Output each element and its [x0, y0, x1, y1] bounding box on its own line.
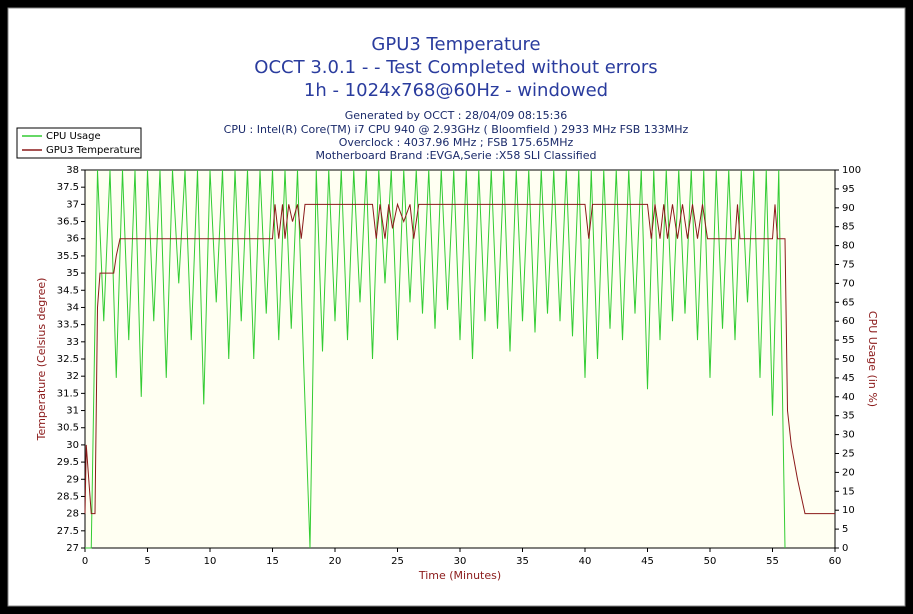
subtitle: OCCT 3.0.1 - - Test Completed without er…: [254, 57, 657, 78]
y2-tick-label: 50: [842, 354, 855, 365]
x-tick-label: 0: [82, 556, 88, 567]
y2-tick-label: 35: [842, 411, 855, 422]
y2-tick-label: 30: [842, 430, 855, 441]
y2-tick-label: 40: [842, 392, 855, 403]
y-tick-label: 34.5: [57, 285, 79, 296]
subtitle: 1h - 1024x768@60Hz - windowed: [304, 80, 608, 101]
y-tick-label: 27.5: [57, 526, 79, 537]
x-tick-label: 15: [266, 556, 279, 567]
y-tick-label: 31.5: [57, 388, 79, 399]
y2-tick-label: 10: [842, 505, 855, 516]
y2-axis-label: CPU Usage (in %): [866, 311, 879, 407]
y2-tick-label: 0: [842, 543, 848, 554]
y-tick-label: 28.5: [57, 491, 79, 502]
y2-tick-label: 25: [842, 449, 855, 460]
x-tick-label: 50: [704, 556, 717, 567]
x-tick-label: 25: [391, 556, 404, 567]
chart-title: GPU3 Temperature: [371, 34, 540, 55]
x-tick-label: 10: [204, 556, 217, 567]
plot-area: [84, 169, 836, 549]
x-tick-label: 30: [454, 556, 467, 567]
y2-tick-label: 100: [842, 165, 861, 176]
y-tick-label: 33.5: [57, 320, 79, 331]
y-tick-label: 32.5: [57, 354, 79, 365]
x-tick-label: 60: [829, 556, 842, 567]
y-tick-label: 32: [66, 371, 79, 382]
y2-tick-label: 65: [842, 297, 855, 308]
x-tick-label: 40: [579, 556, 592, 567]
y-tick-label: 35.5: [57, 251, 79, 262]
y-tick-label: 36.5: [57, 217, 79, 228]
y-tick-label: 37.5: [57, 182, 79, 193]
info-line: Overclock : 4037.96 MHz ; FSB 175.65MHz: [339, 136, 574, 149]
y2-tick-label: 70: [842, 278, 855, 289]
y2-tick-label: 60: [842, 316, 855, 327]
y-tick-label: 36: [66, 234, 79, 245]
x-tick-label: 55: [766, 556, 779, 567]
legend-label: GPU3 Temperature: [46, 145, 140, 156]
y-tick-label: 38: [66, 165, 79, 176]
y-tick-label: 29.5: [57, 457, 79, 468]
y2-tick-label: 80: [842, 241, 855, 252]
info-line: Generated by OCCT : 28/04/09 08:15:36: [345, 109, 568, 122]
y2-tick-label: 75: [842, 260, 855, 271]
x-tick-label: 45: [641, 556, 654, 567]
y2-tick-label: 90: [842, 203, 855, 214]
y2-tick-label: 85: [842, 222, 855, 233]
y2-tick-label: 95: [842, 184, 855, 195]
legend-label: CPU Usage: [46, 131, 101, 142]
y-tick-label: 30: [66, 440, 79, 451]
y2-tick-label: 20: [842, 467, 855, 478]
legend: [16, 127, 142, 159]
series-line: [84, 202, 835, 515]
y2-tick-label: 55: [842, 335, 855, 346]
y-tick-label: 29: [66, 474, 79, 485]
series-line: [85, 169, 786, 549]
y-tick-label: 27: [66, 543, 79, 554]
x-tick-label: 5: [144, 556, 150, 567]
info-line: Motherboard Brand :EVGA,Serie :X58 SLI C…: [316, 149, 597, 162]
x-axis-label: Time (Minutes): [418, 569, 501, 582]
info-line: CPU : Intel(R) Core(TM) i7 CPU 940 @ 2.9…: [224, 123, 689, 136]
x-tick-label: 20: [329, 556, 342, 567]
y-tick-label: 34: [66, 302, 79, 313]
y-tick-label: 33: [66, 337, 79, 348]
y2-tick-label: 5: [842, 524, 848, 535]
y2-tick-label: 15: [842, 486, 855, 497]
y-tick-label: 30.5: [57, 423, 79, 434]
y-tick-label: 35: [66, 268, 79, 279]
y2-tick-label: 45: [842, 373, 855, 384]
y-tick-label: 37: [66, 199, 79, 210]
y-axis-label: Temperature (Celsius degree): [35, 278, 48, 442]
y-tick-label: 31: [66, 406, 79, 417]
x-tick-label: 35: [516, 556, 529, 567]
y-tick-label: 28: [66, 509, 79, 520]
